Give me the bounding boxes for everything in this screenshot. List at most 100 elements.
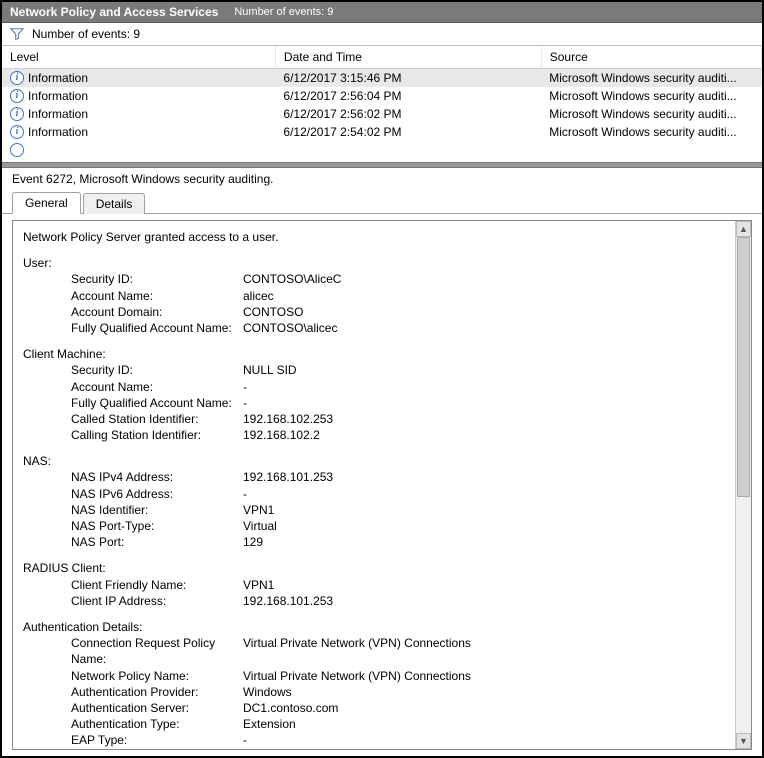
kv-row: Called Station Identifier:192.168.102.25… xyxy=(23,411,741,427)
scroll-thumb[interactable] xyxy=(737,237,750,497)
window-subtitle: Number of events: 9 xyxy=(234,6,333,18)
section-radius-title: RADIUS Client: xyxy=(23,560,741,576)
kv-value: Virtual Private Network (VPN) Connection… xyxy=(233,668,741,684)
col-header-level[interactable]: Level xyxy=(2,46,275,69)
kv-value: CONTOSO\alicec xyxy=(233,320,741,336)
partial-row xyxy=(2,141,762,162)
kv-key: Calling Station Identifier: xyxy=(23,427,233,443)
section-user-title: User: xyxy=(23,255,741,271)
kv-value: - xyxy=(233,732,741,748)
grid-header-row: Level Date and Time Source xyxy=(2,46,762,69)
kv-row: EAP Type:- xyxy=(23,732,741,748)
source-cell: Microsoft Windows security auditi... xyxy=(541,69,761,88)
kv-key: Client IP Address: xyxy=(23,593,233,609)
level-text: Information xyxy=(28,107,88,121)
table-row[interactable]: i Information 6/12/2017 2:56:04 PMMicrosof… xyxy=(2,87,762,105)
source-cell: Microsoft Windows security auditi... xyxy=(541,87,761,105)
datetime-cell: 6/12/2017 2:56:02 PM xyxy=(275,105,541,123)
kv-value: Virtual xyxy=(233,518,741,534)
information-icon: i xyxy=(10,125,24,139)
kv-value: 192.168.102.2 xyxy=(233,427,741,443)
datetime-cell: 6/12/2017 2:54:02 PM xyxy=(275,123,541,141)
kv-row: Account Name:alicec xyxy=(23,288,741,304)
kv-key: Security ID: xyxy=(23,362,233,378)
kv-row: Fully Qualified Account Name:CONTOSO\ali… xyxy=(23,320,741,336)
event-grid: Level Date and Time Source i Information 6… xyxy=(2,46,762,141)
kv-key: NAS Port: xyxy=(23,534,233,550)
kv-key: Authentication Type: xyxy=(23,716,233,732)
datetime-cell: 6/12/2017 3:15:46 PM xyxy=(275,69,541,88)
kv-row: Account Name:- xyxy=(23,379,741,395)
kv-key: NAS IPv6 Address: xyxy=(23,486,233,502)
col-header-source[interactable]: Source xyxy=(541,46,761,69)
kv-row: Fully Qualified Account Name:- xyxy=(23,395,741,411)
information-icon: i xyxy=(10,89,24,103)
kv-value: Extension xyxy=(233,716,741,732)
kv-value: 192.168.102.253 xyxy=(233,411,741,427)
event-summary: Network Policy Server granted access to … xyxy=(23,229,741,245)
vertical-scrollbar[interactable]: ▲ ▼ xyxy=(735,221,751,749)
level-text: Information xyxy=(28,71,88,85)
kv-row: Network Policy Name:Virtual Private Netw… xyxy=(23,668,741,684)
kv-row: NAS Port-Type:Virtual xyxy=(23,518,741,534)
kv-key: Authentication Provider: xyxy=(23,684,233,700)
kv-row: NAS Port:129 xyxy=(23,534,741,550)
kv-key: Connection Request Policy Name: xyxy=(23,635,233,667)
table-row[interactable]: iInformation6/12/2017 2:56:02 PMMicrosof… xyxy=(2,105,762,123)
scroll-down-button[interactable]: ▼ xyxy=(736,733,751,749)
kv-row: Authentication Provider:Windows xyxy=(23,684,741,700)
kv-key: Authentication Server: xyxy=(23,700,233,716)
tab-details[interactable]: Details xyxy=(83,193,146,214)
scroll-track[interactable] xyxy=(736,237,751,733)
level-text: Information xyxy=(28,125,88,139)
filter-icon[interactable] xyxy=(10,27,24,41)
kv-value: Virtual Private Network (VPN) Connection… xyxy=(233,635,741,667)
kv-key: NAS Identifier: xyxy=(23,502,233,518)
section-client-title: Client Machine: xyxy=(23,346,741,362)
kv-value: VPN1 xyxy=(233,577,741,593)
table-row[interactable]: iInformation6/12/2017 2:54:02 PMMicrosof… xyxy=(2,123,762,141)
tab-general[interactable]: General xyxy=(12,192,81,214)
kv-key: Fully Qualified Account Name: xyxy=(23,320,233,336)
kv-row: NAS IPv4 Address:192.168.101.253 xyxy=(23,469,741,485)
tab-strip: General Details xyxy=(2,190,762,214)
kv-row: Client IP Address:192.168.101.253 xyxy=(23,593,741,609)
table-row[interactable]: iInformation6/12/2017 3:15:46 PMMicrosof… xyxy=(2,69,762,88)
kv-row: Security ID:NULL SID xyxy=(23,362,741,378)
level-text: Information xyxy=(28,89,88,103)
kv-value: - xyxy=(233,395,741,411)
kv-row: Security ID:CONTOSO\AliceC xyxy=(23,271,741,287)
kv-key: NAS Port-Type: xyxy=(23,518,233,534)
kv-key: Account Session Identifier: xyxy=(23,748,233,749)
kv-row: Calling Station Identifier:192.168.102.2 xyxy=(23,427,741,443)
kv-value: Windows xyxy=(233,684,741,700)
scroll-up-button[interactable]: ▲ xyxy=(736,221,751,237)
section-auth-title: Authentication Details: xyxy=(23,619,741,635)
kv-key: Client Friendly Name: xyxy=(23,577,233,593)
kv-key: Fully Qualified Account Name: xyxy=(23,395,233,411)
kv-value: alicec xyxy=(233,288,741,304)
kv-row: Connection Request Policy Name:Virtual P… xyxy=(23,635,741,667)
filter-bar: Number of events: 9 xyxy=(2,23,762,46)
kv-row: Authentication Server:DC1.contoso.com xyxy=(23,700,741,716)
kv-value: VPN1 xyxy=(233,502,741,518)
kv-row: Client Friendly Name:VPN1 xyxy=(23,577,741,593)
kv-key: Account Domain: xyxy=(23,304,233,320)
datetime-cell: 6/12/2017 2:56:04 PM xyxy=(275,87,541,105)
information-icon: i xyxy=(10,107,24,121)
window-title: Network Policy and Access Services xyxy=(10,5,218,19)
kv-value: 37 xyxy=(233,748,741,749)
kv-key: Security ID: xyxy=(23,271,233,287)
kv-key: EAP Type: xyxy=(23,732,233,748)
kv-key: NAS IPv4 Address: xyxy=(23,469,233,485)
detail-pane: Network Policy Server granted access to … xyxy=(12,220,752,750)
kv-row: Account Session Identifier:37 xyxy=(23,748,741,749)
kv-key: Called Station Identifier: xyxy=(23,411,233,427)
kv-row: Authentication Type:Extension xyxy=(23,716,741,732)
filter-label: Number of events: 9 xyxy=(32,27,140,41)
col-header-datetime[interactable]: Date and Time xyxy=(275,46,541,69)
titlebar: Network Policy and Access Services Numbe… xyxy=(2,2,762,23)
detail-content: Network Policy Server granted access to … xyxy=(13,221,751,749)
kv-value: CONTOSO xyxy=(233,304,741,320)
kv-row: NAS Identifier:VPN1 xyxy=(23,502,741,518)
